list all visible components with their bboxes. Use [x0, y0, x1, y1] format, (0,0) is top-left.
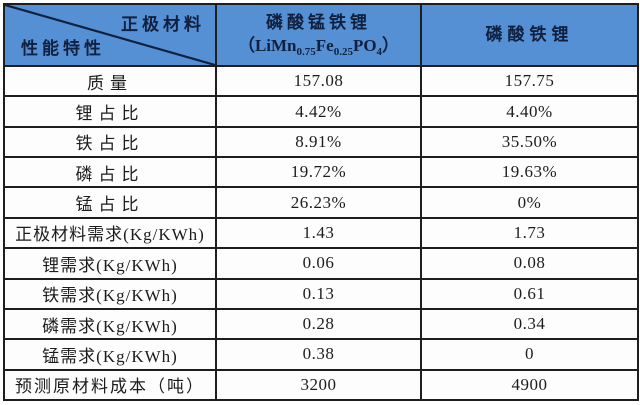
lfp-value-cell: 19.63% [420, 156, 639, 189]
lfp-value-cell: 1.73 [420, 216, 639, 250]
lmfp-value-cell: 0.38 [215, 338, 422, 371]
header-row: 正极材料 性能特性 磷酸锰铁锂 （LiMn0.75Fe0.25PO4） 磷酸铁锂 [3, 3, 639, 67]
column-header-lmfp: 磷酸锰铁锂 （LiMn0.75Fe0.25PO4） [215, 3, 422, 67]
lfp-value-cell: 0.34 [420, 307, 639, 341]
table-row: 质量 157.08 157.75 [3, 64, 639, 98]
property-label-cell: 磷需求(Kg/KWh) [3, 307, 217, 341]
lfp-value-cell: 0.61 [420, 277, 639, 310]
lmfp-name: 磷酸锰铁锂 [266, 13, 371, 33]
lmfp-value-cell: 0.13 [215, 277, 422, 310]
lfp-value-cell: 4900 [420, 368, 639, 402]
property-label-cell: 正极材料需求(Kg/KWh) [3, 216, 217, 250]
property-label-cell: 锰占比 [3, 186, 217, 219]
table-row: 预测原材料成本（吨） 3200 4900 [3, 368, 639, 402]
lmfp-value-cell: 3200 [215, 368, 422, 402]
property-label-cell: 锂需求(Kg/KWh) [3, 247, 217, 280]
property-label-cell: 锰需求(Kg/KWh) [3, 338, 217, 371]
corner-label-property: 性能特性 [21, 39, 105, 58]
lmfp-value-cell: 26.23% [215, 186, 422, 219]
lmfp-value-cell: 19.72% [215, 156, 422, 189]
corner-header-cell: 正极材料 性能特性 [3, 3, 217, 67]
table-row: 锰占比 26.23% 0% [3, 186, 639, 219]
material-comparison-table: 正极材料 性能特性 磷酸锰铁锂 （LiMn0.75Fe0.25PO4） 磷酸铁锂… [3, 3, 639, 402]
property-label-cell: 锂占比 [3, 95, 217, 128]
table-body: 质量 157.08 157.75 锂占比 4.42% 4.40% 铁占比 8.9… [3, 64, 639, 402]
property-label-cell: 铁需求(Kg/KWh) [3, 277, 217, 310]
table-row: 磷占比 19.72% 19.63% [3, 156, 639, 189]
table-row: 锰需求(Kg/KWh) 0.38 0 [3, 338, 639, 371]
lfp-name: 磷酸铁锂 [485, 24, 574, 44]
column-header-lfp: 磷酸铁锂 [420, 3, 639, 67]
lmfp-value-cell: 157.08 [215, 64, 422, 98]
table-row: 铁需求(Kg/KWh) 0.13 0.61 [3, 277, 639, 310]
diagonal-divider-line [5, 5, 215, 65]
lfp-value-cell: 4.40% [420, 95, 639, 128]
lfp-value-cell: 0% [420, 186, 639, 219]
property-label-cell: 质量 [3, 64, 217, 98]
lfp-value-cell: 0 [420, 338, 639, 371]
lmfp-chemical-formula: （LiMn0.75Fe0.25PO4） [237, 35, 400, 58]
lfp-value-cell: 157.75 [420, 64, 639, 98]
lmfp-value-cell: 0.06 [215, 247, 422, 280]
table-row: 锂占比 4.42% 4.40% [3, 95, 639, 128]
lfp-value-cell: 35.50% [420, 125, 639, 159]
table-row: 铁占比 8.91% 35.50% [3, 125, 639, 159]
corner-label-material: 正极材料 [121, 15, 205, 34]
lfp-value-cell: 0.08 [420, 247, 639, 280]
table-row: 磷需求(Kg/KWh) 0.28 0.34 [3, 307, 639, 341]
lmfp-value-cell: 0.28 [215, 307, 422, 341]
lmfp-value-cell: 4.42% [215, 95, 422, 128]
property-label-cell: 铁占比 [3, 125, 217, 159]
lmfp-value-cell: 1.43 [215, 216, 422, 250]
property-label-cell: 预测原材料成本（吨） [3, 368, 217, 402]
lmfp-value-cell: 8.91% [215, 125, 422, 159]
table-row: 锂需求(Kg/KWh) 0.06 0.08 [3, 247, 639, 280]
property-label-cell: 磷占比 [3, 156, 217, 189]
table-row: 正极材料需求(Kg/KWh) 1.43 1.73 [3, 216, 639, 250]
